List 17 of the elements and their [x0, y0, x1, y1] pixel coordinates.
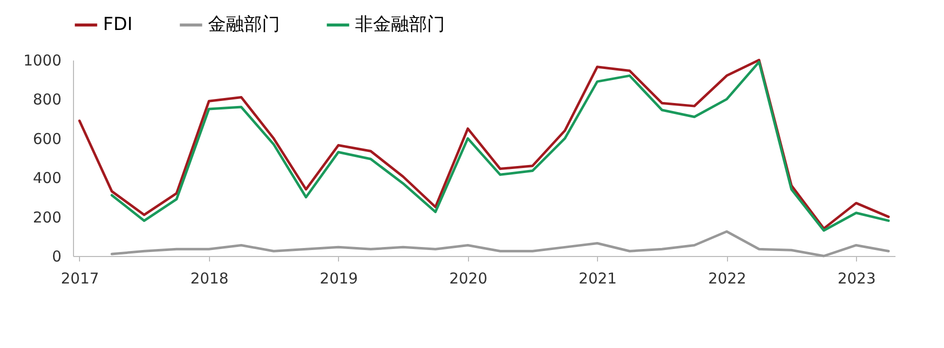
- x-tick-label: 2022: [708, 270, 746, 288]
- line-series: [110, 230, 890, 258]
- x-tick-label: 2023: [838, 270, 876, 288]
- y-tick-label: 600: [32, 130, 62, 148]
- x-tick-label: 2020: [449, 270, 488, 288]
- legend-label: 非金融部门: [355, 14, 445, 35]
- x-tick-label: 2021: [578, 270, 617, 288]
- y-tick-label: 400: [32, 169, 62, 188]
- x-tick-label: 2017: [60, 270, 100, 288]
- y-tick-label: 800: [32, 90, 62, 109]
- x-tick-label: 2018: [190, 270, 229, 288]
- y-tick-label: 200: [32, 208, 62, 226]
- legend-label: 金融部门: [208, 14, 280, 35]
- y-tick-label: 1000: [23, 52, 62, 70]
- x-tick-label: 2019: [320, 270, 358, 288]
- y-tick-label: 0: [52, 248, 62, 266]
- legend-label: FDI: [103, 14, 133, 35]
